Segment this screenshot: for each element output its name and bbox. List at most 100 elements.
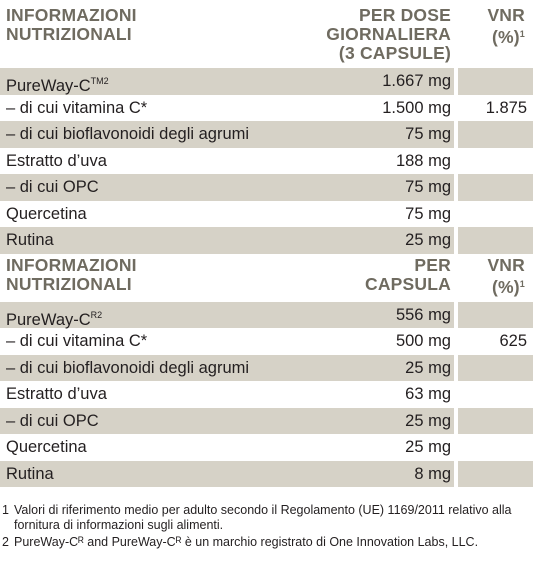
- footnotes: 1 Valori di riferimento medio per adulto…: [2, 503, 530, 552]
- column-divider: [454, 460, 458, 487]
- header-dose-line1: PER: [414, 254, 451, 275]
- nutrient-name-text: PureWay-C: [6, 77, 91, 95]
- dose-value: 556 mg: [395, 305, 451, 324]
- table-row: Rutina 8 mg: [0, 460, 533, 488]
- column-divider: [454, 174, 458, 201]
- footnote-1: 1 Valori di riferimento medio per adulto…: [2, 503, 530, 533]
- dose-value: 63 mg: [405, 385, 451, 403]
- nutrient-name-text: – di cui bioflavonoidi degli agrumi: [6, 125, 250, 143]
- table-row: Quercetina 75 mg: [0, 200, 533, 228]
- header-dose-line2: CAPSULA: [365, 273, 451, 294]
- column-divider: [454, 147, 458, 174]
- nutrient-name: – di cui OPC: [6, 174, 99, 201]
- nutrient-name: – di cui vitamina C*: [6, 328, 147, 355]
- nutrient-name-text: Estratto d’uva: [6, 385, 107, 403]
- header-title-line1: INFORMAZIONI: [6, 254, 137, 275]
- nutrient-name: – di cui bioflavonoidi degli agrumi: [6, 121, 249, 148]
- nutrient-name: Estratto d’uva: [6, 381, 107, 408]
- header-vnr-line2: (%)1: [487, 25, 525, 47]
- table-row: Estratto d’uva 63 mg: [0, 381, 533, 408]
- dose-value: 1.667 mg: [382, 72, 451, 90]
- table-row: PureWay-CR2 556 mg: [0, 301, 533, 329]
- dose-value: 75 mg: [405, 204, 451, 223]
- dose-value: 75 mg: [405, 178, 451, 196]
- column-divider: [454, 407, 458, 434]
- dose-value: 188 mg: [395, 151, 451, 170]
- nutrient-name: Estratto d’uva: [6, 148, 107, 175]
- footnote-number: 2: [2, 535, 9, 549]
- header-vnr-line2: (%)1: [487, 275, 525, 297]
- table-row: – di cui bioflavonoidi degli agrumi 25 mg: [0, 354, 533, 382]
- nutrient-name-text: Rutina: [6, 464, 54, 483]
- header-vnr-unit: (%): [491, 276, 520, 297]
- header-vnr-column: VNR (%)1: [487, 254, 525, 297]
- header-vnr-column: VNR (%)1: [487, 6, 525, 47]
- dose-value: 8 mg: [414, 464, 451, 483]
- table-row: – di cui OPC 25 mg: [0, 407, 533, 435]
- column-divider: [454, 328, 458, 355]
- header-title-line2: NUTRIZIONALI: [6, 273, 132, 294]
- dose-value: 25 mg: [405, 411, 451, 430]
- footnote-text: PureWay-Cᴿ and PureWay-Cᴿ è un marchio r…: [14, 535, 479, 549]
- header-vnr-footnote-ref: 1: [519, 29, 525, 39]
- nutrient-name-text: Estratto d’uva: [6, 151, 107, 170]
- dose-value: 75 mg: [405, 125, 451, 143]
- table-row: PureWay-CTM2 1.667 mg: [0, 68, 533, 95]
- table-row: – di cui OPC 75 mg: [0, 174, 533, 201]
- table-row: Quercetina 25 mg: [0, 434, 533, 461]
- header-dose-column: PER CAPSULA: [365, 254, 451, 294]
- footnote-2: 2 PureWay-Cᴿ and PureWay-Cᴿ è un marchio…: [2, 535, 530, 550]
- nutrient-name: Rutina: [6, 461, 54, 488]
- header-title: INFORMAZIONI NUTRIZIONALI: [6, 254, 137, 294]
- column-divider: [454, 227, 458, 254]
- dose-value: 500 mg: [395, 332, 451, 350]
- vnr-value: 1.875: [485, 98, 527, 117]
- nutrient-name-text: – di cui bioflavonoidi degli agrumi: [6, 358, 250, 377]
- footnote-text: Valori di riferimento medio per adulto s…: [14, 503, 512, 532]
- header-vnr-footnote-ref: 1: [519, 278, 525, 289]
- nutrient-name-text: Rutina: [6, 231, 54, 249]
- nutrient-name: PureWay-CTM2: [6, 68, 109, 100]
- header-dose-line2: GIORNALIERA: [326, 24, 451, 44]
- nutrient-name: – di cui OPC: [6, 408, 99, 435]
- column-divider: [454, 200, 458, 227]
- header-vnr-line1: VNR: [487, 5, 525, 25]
- column-divider: [454, 354, 458, 381]
- nutrient-name: – di cui bioflavonoidi degli agrumi: [6, 355, 249, 382]
- table-body: PureWay-CR2 556 mg – di cui vitamina C* 500…: [0, 301, 533, 488]
- dose-value: 1.500 mg: [382, 98, 451, 117]
- column-divider: [454, 301, 458, 328]
- nutrition-table-daily-dose: INFORMAZIONI NUTRIZIONALI PER DOSE GIORN…: [0, 0, 533, 254]
- vnr-value: 625: [499, 332, 527, 350]
- nutrition-table-per-capsule: INFORMAZIONI NUTRIZIONALI PER CAPSULA VN…: [0, 254, 533, 488]
- dose-value: 25 mg: [405, 231, 451, 249]
- trademark-superscript: TM2: [90, 76, 109, 86]
- nutrient-name-text: PureWay-C: [6, 310, 91, 329]
- nutrient-name-text: – di cui vitamina C*: [6, 332, 148, 350]
- nutrient-name-text: Quercetina: [6, 204, 87, 223]
- header-title: INFORMAZIONI NUTRIZIONALI: [6, 6, 137, 44]
- nutrient-name: Quercetina: [6, 434, 87, 461]
- nutrient-name: – di cui vitamina C*: [6, 95, 147, 122]
- header-title-line2: NUTRIZIONALI: [6, 24, 132, 44]
- column-divider: [454, 381, 458, 408]
- column-divider: [454, 94, 458, 121]
- nutrient-name: Quercetina: [6, 201, 87, 228]
- nutrient-name-text: – di cui OPC: [6, 178, 99, 196]
- table-header: INFORMAZIONI NUTRIZIONALI PER DOSE GIORN…: [0, 0, 533, 68]
- table-row: Estratto d’uva 188 mg: [0, 147, 533, 175]
- column-divider: [454, 121, 458, 148]
- table-body: PureWay-CTM2 1.667 mg – di cui vitamina C*…: [0, 68, 533, 254]
- nutrient-name-text: Quercetina: [6, 438, 87, 456]
- header-dose-line3: (3 CAPSULE): [338, 43, 451, 63]
- nutrient-name-text: – di cui vitamina C*: [6, 98, 148, 117]
- trademark-superscript: R2: [90, 309, 103, 320]
- header-vnr-unit: (%): [491, 27, 520, 47]
- column-divider: [454, 434, 458, 461]
- table-header: INFORMAZIONI NUTRIZIONALI PER CAPSULA VN…: [0, 254, 533, 302]
- header-vnr-line1: VNR: [487, 254, 525, 275]
- dose-value: 25 mg: [405, 438, 451, 456]
- dose-value: 25 mg: [405, 358, 451, 377]
- table-row: Rutina 25 mg: [0, 227, 533, 254]
